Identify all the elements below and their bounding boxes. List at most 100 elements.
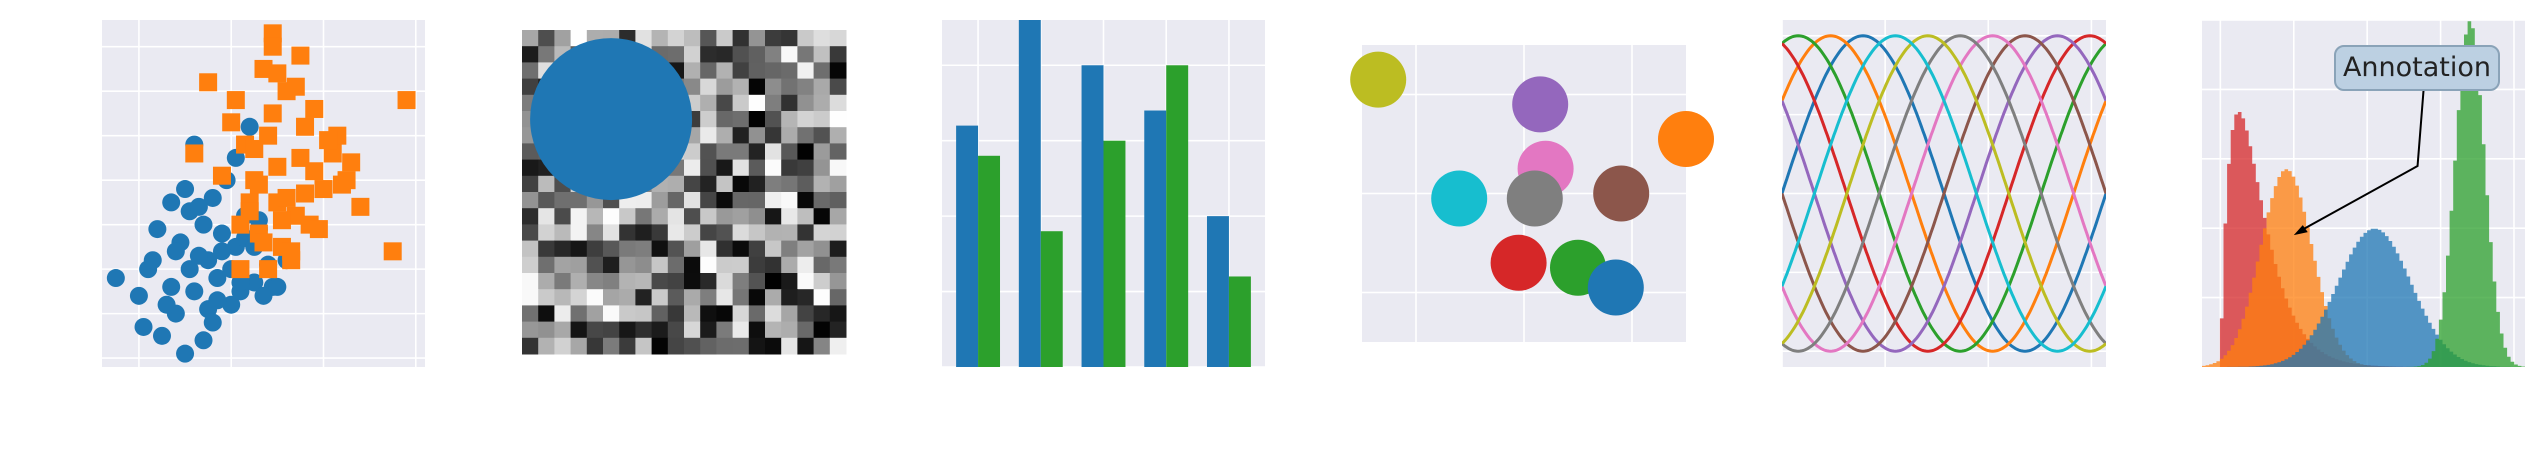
image-cell (829, 321, 847, 339)
image-cell (603, 289, 620, 306)
scatter-point (166, 242, 185, 261)
image-cell (748, 305, 766, 323)
circle-marker (1350, 51, 1407, 108)
image-cell (684, 30, 701, 47)
histograms (2202, 21, 2525, 367)
image-cell (586, 273, 604, 290)
image-cell (781, 273, 798, 290)
image-cell (538, 289, 555, 306)
scatter-point (263, 37, 282, 56)
bar (1081, 65, 1104, 368)
image-cell (700, 143, 717, 161)
image-cell (797, 337, 815, 355)
scatter-point (351, 197, 370, 216)
image-cell (651, 337, 669, 355)
image-cell (651, 273, 669, 290)
scatter-point (194, 215, 213, 234)
image-cell (538, 256, 555, 274)
image-cell (700, 208, 717, 225)
scatter-point (249, 175, 268, 194)
image-cell (765, 111, 782, 128)
image-cell (748, 289, 766, 306)
image-cell (765, 30, 782, 47)
image-cell (732, 46, 750, 63)
image-cell (813, 208, 831, 225)
image-cell (781, 192, 798, 209)
image-cell (603, 321, 620, 339)
image-cell (813, 78, 831, 96)
image-cell (538, 337, 555, 355)
image-cell (635, 208, 653, 225)
image-cell (748, 94, 766, 112)
image-cell (700, 78, 717, 96)
image-cell (651, 321, 669, 339)
image-cell (765, 289, 782, 306)
image-cell (813, 240, 831, 258)
image-cell (635, 224, 653, 242)
scatter-point (152, 326, 171, 345)
image-cell (732, 62, 750, 80)
image-cell (700, 224, 717, 242)
sine-lines-panel (1781, 20, 2106, 367)
scatter-point (106, 269, 125, 288)
scatter-point (277, 188, 296, 207)
scatter-point (296, 117, 315, 136)
scatter-point (231, 260, 250, 279)
image-cell (538, 305, 555, 323)
image-cell (716, 94, 734, 112)
image-cell (554, 337, 572, 355)
image-cell (716, 305, 734, 323)
scatter-point (291, 46, 310, 65)
image-cell (684, 46, 701, 63)
image-cell (813, 30, 831, 47)
image-cell (781, 127, 798, 144)
scatter-point (305, 162, 324, 181)
bar (956, 125, 979, 367)
image-cell (748, 111, 766, 128)
image-cell (522, 224, 539, 242)
image-cell (700, 305, 717, 323)
image-cell (570, 289, 588, 306)
image-cell (522, 289, 539, 306)
scatter-point (272, 211, 291, 230)
image-cell (797, 78, 815, 96)
scatter-point (245, 140, 264, 159)
image-cell (765, 78, 782, 96)
scatter-points (106, 24, 416, 363)
image-cell (570, 256, 588, 274)
scatter-point (254, 233, 273, 252)
image-cell (797, 94, 815, 112)
image-cell (651, 289, 669, 306)
scatter-point (245, 273, 264, 292)
circle-markers (1350, 51, 1714, 316)
image-cell (781, 78, 798, 96)
image-cell (570, 208, 588, 225)
image-cell (570, 273, 588, 290)
image-cell (522, 273, 539, 290)
image-cell (829, 46, 847, 63)
image-cell (538, 175, 555, 193)
image-cell (635, 192, 653, 209)
image-cell (700, 192, 717, 209)
image-cell (684, 240, 701, 258)
image-cell (765, 337, 782, 355)
image-cell (748, 159, 766, 177)
overlay-circle (530, 38, 693, 201)
scatter-point (254, 59, 273, 78)
image-cell (732, 143, 750, 161)
scatter-point (342, 153, 361, 172)
image-cell (748, 192, 766, 209)
image-cell (781, 224, 798, 242)
scatter-point (240, 117, 259, 136)
scatter-point (222, 113, 241, 132)
scatter-point (203, 188, 222, 207)
image-cell (829, 208, 847, 225)
image-cell (829, 175, 847, 193)
image-cell (700, 30, 717, 47)
scatter-point (143, 251, 162, 270)
image-cell (522, 305, 539, 323)
image-cell (700, 46, 717, 63)
image-cell (700, 337, 717, 355)
image-cell (813, 62, 831, 80)
